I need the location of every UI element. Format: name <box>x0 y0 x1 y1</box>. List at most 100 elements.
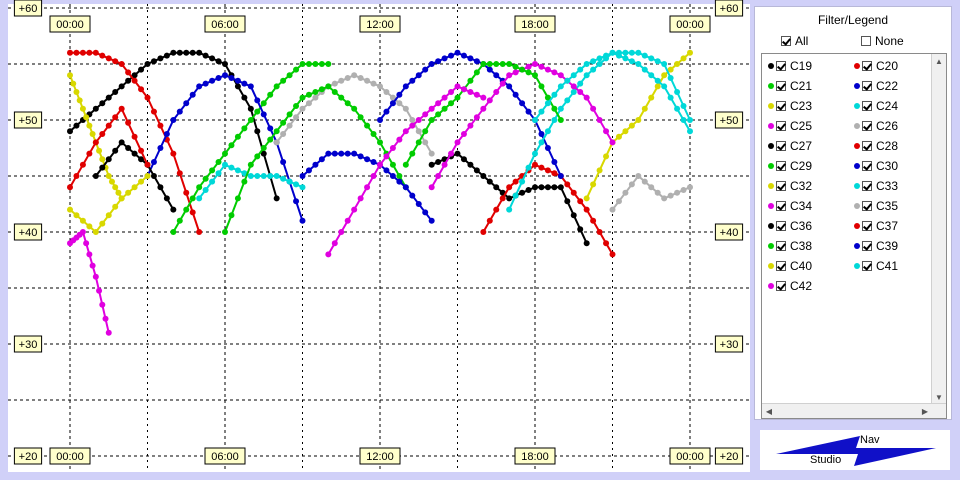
legend-item-c39[interactable]: C39 <box>854 237 898 255</box>
series-list[interactable]: C19 C20 C21 C22 C23 C24 C25 C26 C27 C28 C29 C30 C32 C… <box>761 53 947 419</box>
data-point <box>641 178 648 185</box>
data-point <box>118 83 125 90</box>
legend-panel: Filter/Legend All None C19 C20 C21 C22 C23 C2… <box>754 6 952 420</box>
data-point <box>551 91 558 98</box>
legend-item-c23[interactable]: C23 <box>768 97 812 115</box>
series-checkbox-icon[interactable] <box>776 181 786 191</box>
legend-item-c35[interactable]: C35 <box>854 197 898 215</box>
series-checkbox-icon[interactable] <box>776 141 786 151</box>
legend-item-c29[interactable]: C29 <box>768 157 812 175</box>
legend-item-c38[interactable]: C38 <box>768 237 812 255</box>
data-point <box>577 80 584 87</box>
series-color-dot <box>768 183 774 189</box>
legend-item-c20[interactable]: C20 <box>854 57 898 75</box>
legend-item-c22[interactable]: C22 <box>854 77 898 95</box>
legend-item-c25[interactable]: C25 <box>768 117 812 135</box>
data-point <box>551 117 558 123</box>
series-checkbox-icon[interactable] <box>862 241 872 251</box>
series-c35 <box>609 173 693 213</box>
data-point <box>338 77 345 84</box>
legend-item-c34[interactable]: C34 <box>768 197 812 215</box>
scroll-right-icon[interactable]: ▶ <box>921 406 929 416</box>
data-point <box>609 206 616 213</box>
data-point <box>105 94 112 101</box>
scroll-left-icon[interactable]: ◀ <box>765 406 773 416</box>
data-point <box>176 108 183 115</box>
legend-item-c42[interactable]: C42 <box>768 277 812 295</box>
data-point <box>170 206 177 213</box>
x-tick-top: 06:00 <box>204 15 246 33</box>
series-checkbox-icon[interactable] <box>862 221 872 231</box>
series-label: C29 <box>790 159 813 173</box>
none-checkbox[interactable]: None <box>861 34 904 48</box>
data-point <box>383 108 390 115</box>
legend-item-c32[interactable]: C32 <box>768 177 812 195</box>
data-point <box>312 94 319 101</box>
data-point <box>415 139 422 146</box>
data-point <box>532 184 538 191</box>
legend-item-c30[interactable]: C30 <box>854 157 898 175</box>
data-point <box>570 83 577 90</box>
horizontal-scrollbar[interactable]: ◀ ▶ <box>762 403 946 418</box>
vertical-scrollbar[interactable]: ▲ ▼ <box>931 54 946 404</box>
tick-label-text: 06:00 <box>211 19 239 31</box>
series-checkbox-icon[interactable] <box>862 81 872 91</box>
data-point <box>83 240 90 247</box>
legend-item-c33[interactable]: C33 <box>854 177 898 195</box>
navstudio-logo: Nav Studio <box>760 430 950 470</box>
legend-item-c37[interactable]: C37 <box>854 217 898 235</box>
legend-item-c36[interactable]: C36 <box>768 217 812 235</box>
series-checkbox-icon[interactable] <box>862 121 872 131</box>
series-checkbox-icon[interactable] <box>776 241 786 251</box>
legend-item-c27[interactable]: C27 <box>768 137 812 155</box>
series-checkbox-icon[interactable] <box>862 161 872 171</box>
y-tick-left: +50 <box>13 111 43 129</box>
series-checkbox-icon[interactable] <box>862 141 872 151</box>
scroll-up-icon[interactable]: ▲ <box>935 56 943 66</box>
series-checkbox-icon[interactable] <box>776 221 786 231</box>
data-point <box>247 117 254 123</box>
series-checkbox-icon[interactable] <box>776 281 786 291</box>
series-color-dot <box>768 283 774 289</box>
series-color-dot <box>768 63 774 69</box>
legend-item-c24[interactable]: C24 <box>854 97 898 115</box>
data-point <box>564 181 571 188</box>
legend-item-c19[interactable]: C19 <box>768 57 812 75</box>
series-checkbox-icon[interactable] <box>862 201 872 211</box>
series-checkbox-icon[interactable] <box>862 61 872 71</box>
legend-item-c21[interactable]: C21 <box>768 77 812 95</box>
data-point <box>648 55 655 62</box>
series-checkbox-icon[interactable] <box>776 81 786 91</box>
data-point <box>641 105 648 112</box>
data-point <box>428 105 435 112</box>
data-point <box>596 55 603 62</box>
data-point <box>570 72 577 79</box>
legend-item-c40[interactable]: C40 <box>768 257 812 275</box>
data-point <box>557 184 564 191</box>
series-checkbox-icon[interactable] <box>862 101 872 111</box>
data-point <box>454 150 461 157</box>
y-tick-right: +20 <box>714 447 744 465</box>
series-checkbox-icon[interactable] <box>862 181 872 191</box>
legend-item-c28[interactable]: C28 <box>854 137 898 155</box>
data-point <box>86 223 93 230</box>
scroll-down-icon[interactable]: ▼ <box>935 392 943 402</box>
series-checkbox-icon[interactable] <box>776 61 786 71</box>
data-point <box>402 105 409 112</box>
all-checkbox[interactable]: All <box>781 34 808 48</box>
series-checkbox-icon[interactable] <box>776 121 786 131</box>
series-checkbox-icon[interactable] <box>776 261 786 271</box>
series-checkbox-icon[interactable] <box>862 261 872 271</box>
x-tick-top: 00:00 <box>49 15 91 33</box>
data-point <box>389 100 396 107</box>
legend-item-c26[interactable]: C26 <box>854 117 898 135</box>
series-checkbox-icon[interactable] <box>776 101 786 111</box>
series-checkbox-icon[interactable] <box>776 161 786 171</box>
data-point <box>202 52 209 59</box>
data-point <box>609 139 616 146</box>
tick-label-text: +30 <box>19 339 38 351</box>
legend-item-c41[interactable]: C41 <box>854 257 898 275</box>
series-checkbox-icon[interactable] <box>776 201 786 211</box>
data-point <box>435 159 442 165</box>
data-point <box>506 83 513 90</box>
